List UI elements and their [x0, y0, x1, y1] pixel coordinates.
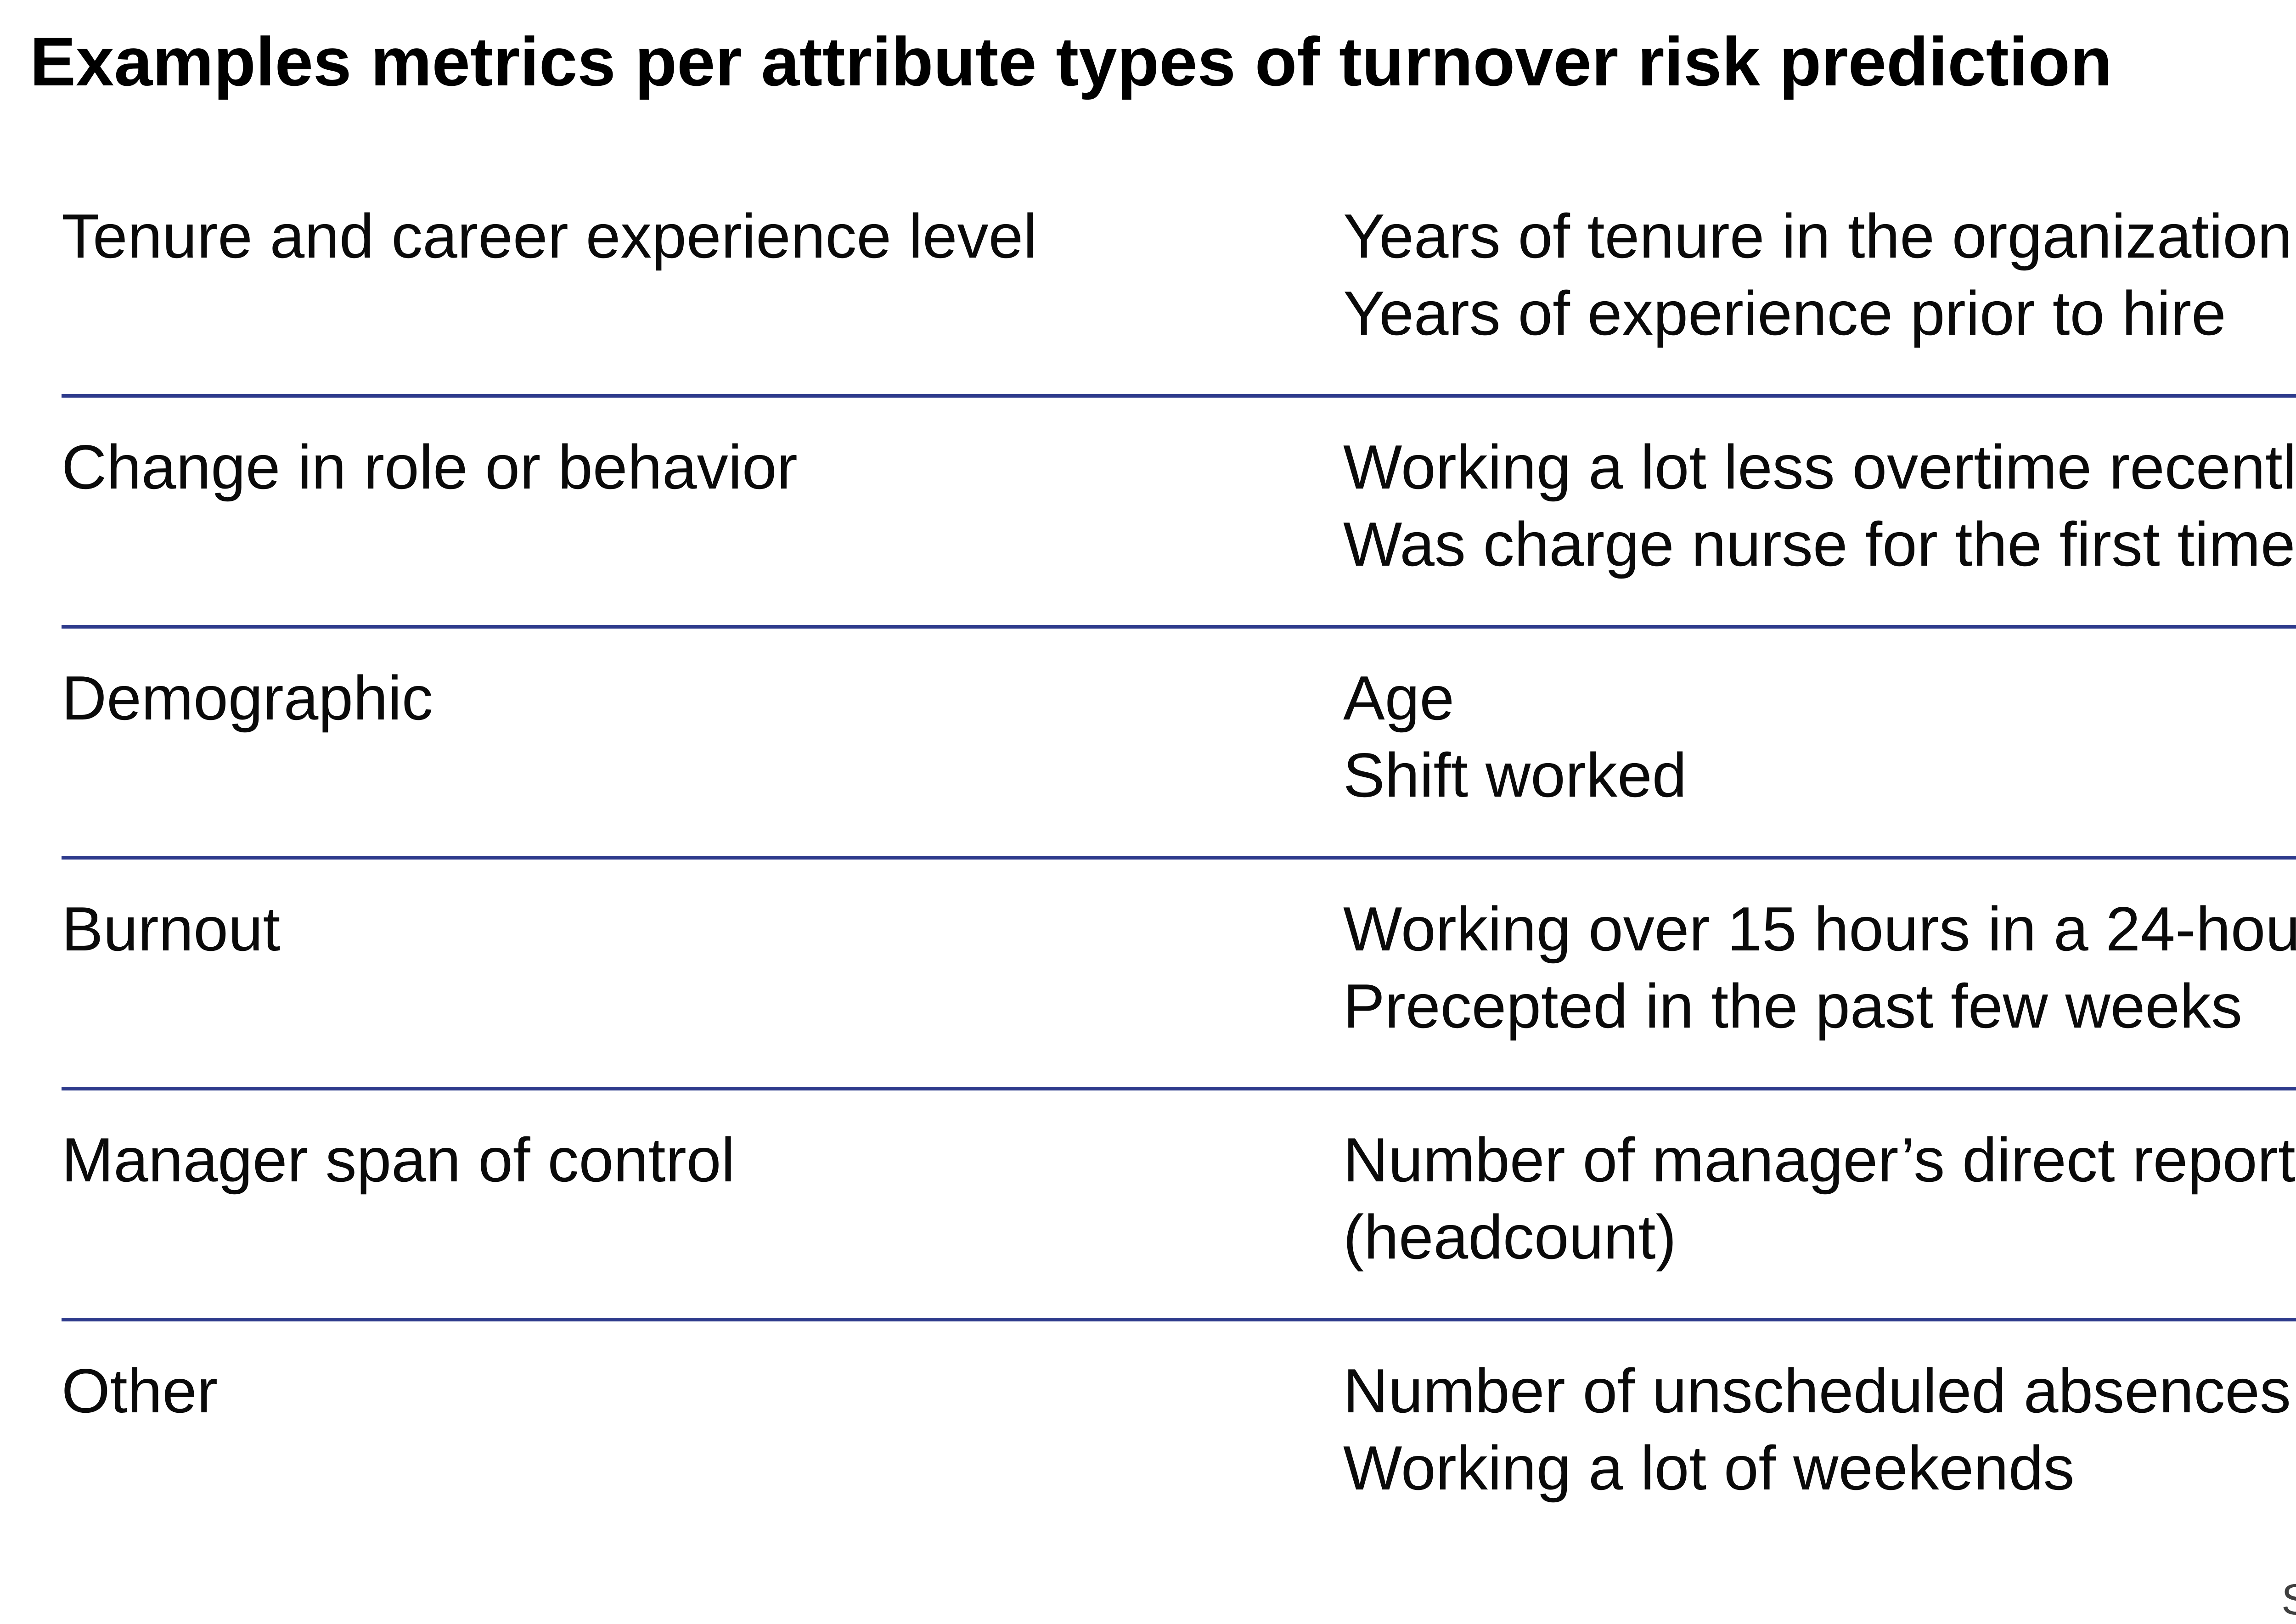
attribute-type-label: Manager span of control	[62, 1125, 735, 1195]
attribute-type-label: Burnout	[62, 894, 281, 964]
attribute-type-label: Demographic	[62, 663, 433, 733]
metric-line: Was charge nurse for the first time	[1343, 509, 2296, 579]
metric-examples: Years of tenure in the organization Years…	[1343, 197, 2296, 352]
source-note: Source: Laudio Insights	[2281, 1575, 2296, 1624]
metric-line: Number of unscheduled absences	[1343, 1356, 2291, 1426]
metric-line: Years of tenure in the organization	[1343, 201, 2292, 271]
metric-line: Working a lot of weekends	[1343, 1433, 2075, 1503]
metric-line: Working over 15 hours in a 24-hour windo…	[1343, 894, 2296, 964]
table-row: Burnout Working over 15 hours in a 24-ho…	[62, 860, 2296, 1090]
attribute-type-label: Other	[62, 1356, 218, 1426]
page-title: Examples metrics per attribute types of …	[30, 23, 2112, 100]
metric-line: Age	[1343, 663, 1454, 733]
metric-line: Years of experience prior to hire	[1343, 278, 2226, 348]
metric-line: Number of manager’s direct reports	[1343, 1125, 2296, 1195]
metrics-table: Tenure and career experience level Years…	[62, 167, 2296, 1552]
table-row: Manager span of control Number of manage…	[62, 1090, 2296, 1321]
metric-examples: Number of manager’s direct reports (headc…	[1343, 1121, 2296, 1276]
metric-line: (headcount)	[1343, 1202, 1677, 1272]
table-row: Demographic Age Shift worked	[62, 629, 2296, 860]
metric-line: Working a lot less overtime recently	[1343, 432, 2296, 502]
metric-examples: Working a lot less overtime recently Was …	[1343, 428, 2296, 583]
metric-examples: Working over 15 hours in a 24-hour windo…	[1343, 890, 2296, 1045]
attribute-type-label: Tenure and career experience level	[62, 201, 1037, 271]
metric-examples: Age Shift worked	[1343, 659, 2296, 814]
metric-examples: Number of unscheduled absences Working a …	[1343, 1352, 2296, 1506]
table-row: Tenure and career experience level Years…	[62, 167, 2296, 398]
attribute-type-label: Change in role or behavior	[62, 432, 798, 502]
metric-line: Precepted in the past few weeks	[1343, 971, 2242, 1041]
metric-line: Shift worked	[1343, 740, 1687, 810]
table-row: Other Number of unscheduled absences Work…	[62, 1321, 2296, 1552]
table-row: Change in role or behavior Working a lot…	[62, 398, 2296, 629]
